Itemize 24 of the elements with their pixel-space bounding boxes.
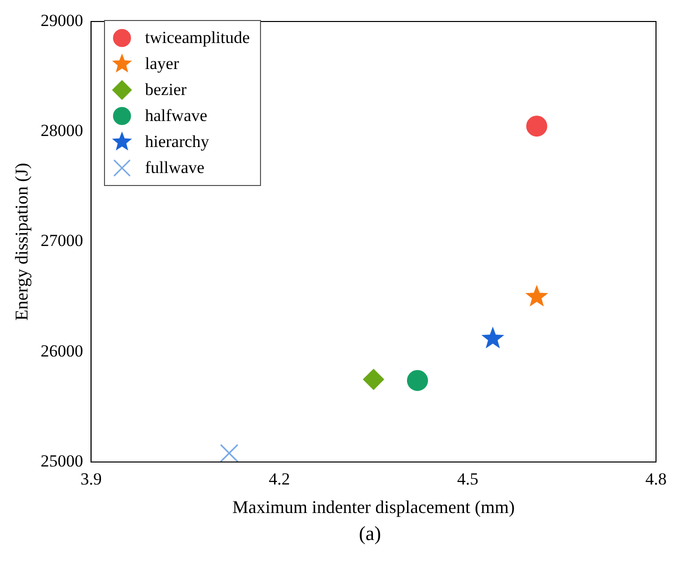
y-tick-label: 25000 — [40, 451, 84, 470]
point — [406, 370, 428, 392]
point — [363, 368, 384, 390]
x-axis-title: Maximum indenter displacement (mm) — [232, 496, 515, 517]
legend-label: twiceamplitude — [145, 28, 250, 48]
point — [481, 326, 504, 348]
point — [525, 284, 548, 307]
legend-label: fullwave — [145, 158, 204, 178]
x-tick-label: 4.5 — [457, 470, 478, 489]
y-tick-label: 26000 — [40, 341, 84, 360]
y-tick-label: 27000 — [40, 231, 84, 250]
legend-label: bezier — [145, 80, 187, 100]
y-axis-title: Energy dissipation (J) — [12, 162, 32, 321]
y-tick-label: 28000 — [40, 121, 84, 140]
legend-label: layer — [145, 54, 179, 74]
x-tick-label: 4.2 — [268, 470, 290, 489]
point — [526, 116, 548, 137]
text: (a) — [358, 523, 382, 546]
point — [220, 444, 238, 462]
x-tick-label: 4.8 — [645, 470, 667, 489]
y-tick-label: 29000 — [40, 10, 84, 30]
legend-label: halfwave — [145, 106, 208, 126]
legend-label: hierarchy — [145, 132, 210, 152]
x-tick-label: 3.9 — [80, 470, 102, 489]
